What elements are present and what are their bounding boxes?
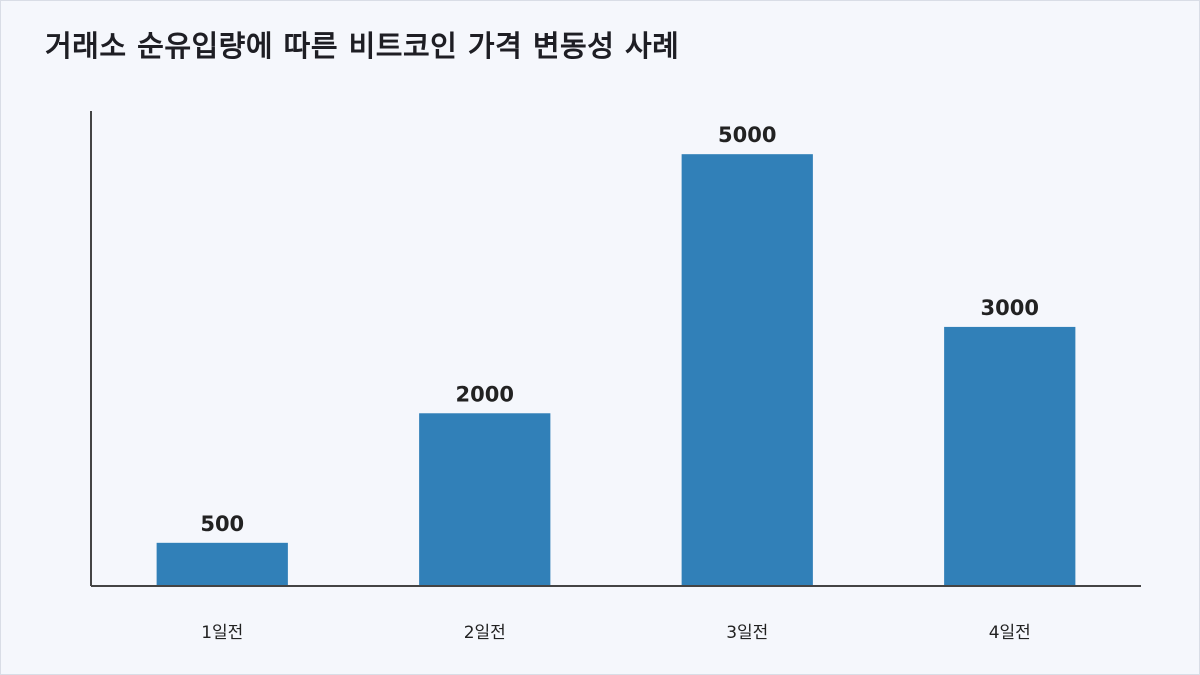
bar-2 (419, 413, 551, 586)
bar-1 (156, 542, 288, 586)
value-label-3: 5000 (718, 123, 776, 147)
value-label-2: 2000 (456, 382, 514, 406)
category-label-3: 3일전 (726, 623, 768, 643)
category-label-2: 2일전 (464, 623, 506, 643)
chart-title: 거래소 순유입량에 따른 비트코인 가격 변동성 사례 (45, 29, 680, 63)
labels-group: 500 1일전 2000 2일전 5000 3일전 3000 4일전 (200, 123, 1039, 643)
value-label-4: 3000 (981, 296, 1039, 320)
bars-group (156, 154, 1076, 586)
category-label-4: 4일전 (989, 623, 1031, 643)
bar-3 (681, 154, 813, 586)
axes-group (90, 111, 1141, 587)
value-label-1: 500 (200, 512, 244, 536)
bar-4 (944, 326, 1076, 586)
category-label-1: 1일전 (201, 623, 243, 643)
